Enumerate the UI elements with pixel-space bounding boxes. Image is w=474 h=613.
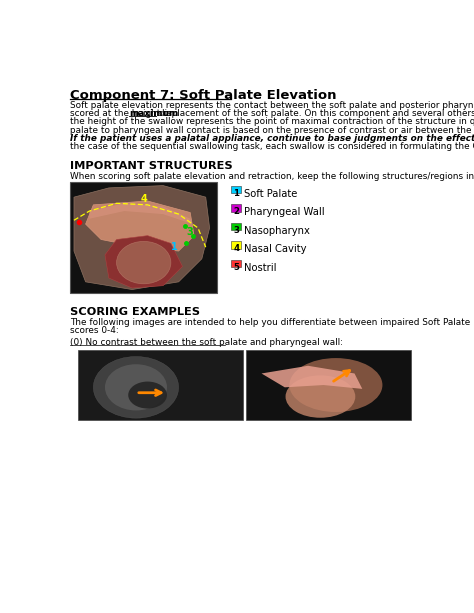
FancyBboxPatch shape [231,186,241,193]
Text: Soft Palate: Soft Palate [245,189,298,199]
Text: the case of the sequential swallowing task, each swallow is considered in formul: the case of the sequential swallowing ta… [70,142,474,151]
Text: 3: 3 [187,227,193,237]
Text: Nasopharynx: Nasopharynx [245,226,310,235]
Text: displacement of the soft palate. On this component and several others: displacement of the soft palate. On this… [156,109,474,118]
Text: Component 7: Soft Palate Elevation: Component 7: Soft Palate Elevation [70,89,337,102]
Text: Pharyngeal Wall: Pharyngeal Wall [245,207,325,217]
Text: 4: 4 [233,244,239,253]
Ellipse shape [93,357,179,418]
Text: the height of the swallow represents the point of maximal contraction of the str: the height of the swallow represents the… [70,118,474,126]
Text: 1: 1 [171,242,178,252]
Ellipse shape [128,381,167,408]
Ellipse shape [105,364,167,411]
Text: 4: 4 [140,194,147,204]
Text: When scoring soft palate elevation and retraction, keep the following structures: When scoring soft palate elevation and r… [70,172,474,181]
Text: 3: 3 [233,226,239,235]
FancyBboxPatch shape [231,204,241,211]
Text: SCORING EXAMPLES: SCORING EXAMPLES [70,307,200,318]
Text: IMPORTANT STRUCTURES: IMPORTANT STRUCTURES [70,161,233,171]
Text: If the patient uses a palatal appliance, continue to base judgments on the effec: If the patient uses a palatal appliance,… [70,134,474,143]
FancyBboxPatch shape [231,259,241,267]
Text: 1: 1 [233,189,239,197]
FancyBboxPatch shape [78,351,243,420]
Text: 5: 5 [233,262,239,272]
Text: scored at the height or: scored at the height or [70,109,175,118]
Ellipse shape [290,358,383,412]
FancyBboxPatch shape [231,223,241,230]
Text: 2: 2 [233,207,239,216]
Polygon shape [262,366,362,389]
Polygon shape [90,204,192,224]
Text: maximum: maximum [129,109,178,118]
Polygon shape [105,235,182,288]
Text: (0) No contrast between the soft palate and pharyngeal wall:: (0) No contrast between the soft palate … [70,338,343,347]
Polygon shape [86,201,194,251]
Text: scores 0-4:: scores 0-4: [70,326,119,335]
Polygon shape [74,186,210,289]
Text: The following images are intended to help you differentiate between impaired Sof: The following images are intended to hel… [70,318,474,327]
Text: Soft palate elevation represents the contact between the soft palate and posteri: Soft palate elevation represents the con… [70,101,474,110]
FancyBboxPatch shape [231,241,241,249]
Ellipse shape [285,375,356,417]
FancyBboxPatch shape [70,181,218,294]
FancyBboxPatch shape [246,351,411,420]
Text: palate to pharyngeal wall contact is based on the presence of contrast or air be: palate to pharyngeal wall contact is bas… [70,126,474,134]
Ellipse shape [117,242,171,284]
Text: Nostril: Nostril [245,262,277,273]
Text: Nasal Cavity: Nasal Cavity [245,244,307,254]
